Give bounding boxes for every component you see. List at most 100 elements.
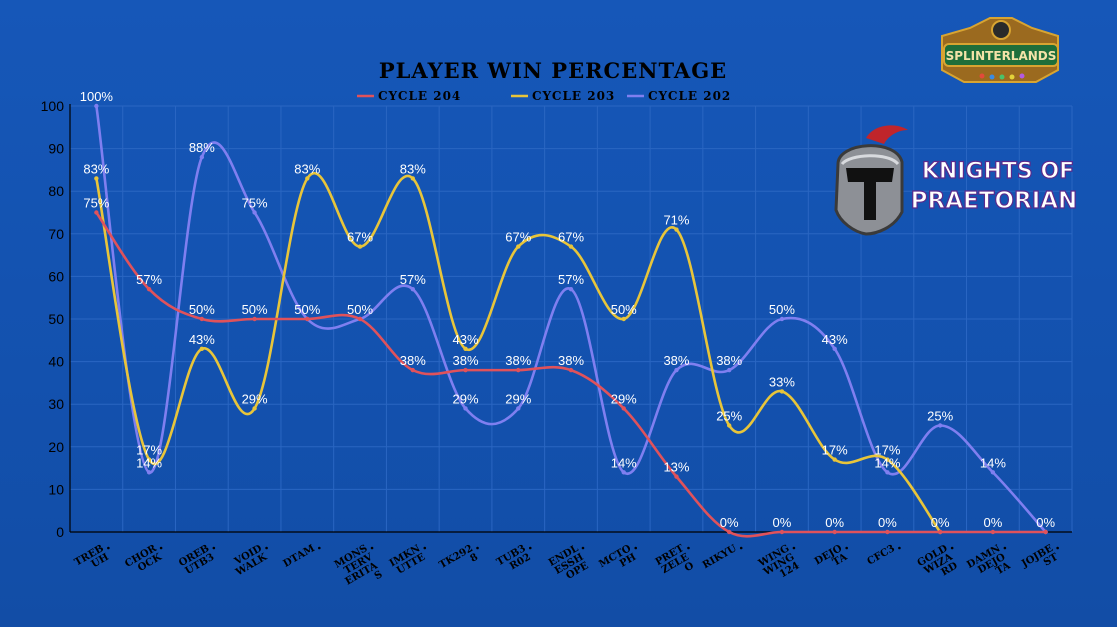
data-label: 57% (558, 272, 584, 287)
y-tick-label: 70 (48, 226, 64, 242)
data-label: 33% (769, 374, 795, 389)
data-label: 43% (822, 332, 848, 347)
x-tick-mark (845, 546, 848, 550)
data-point (516, 367, 521, 373)
x-tick-mark (1003, 546, 1007, 550)
data-point (146, 457, 152, 462)
data-point (199, 154, 205, 160)
y-tick-label: 50 (48, 311, 64, 327)
data-label: 29% (505, 391, 531, 406)
data-point (463, 367, 468, 373)
x-tick-mark (634, 546, 638, 550)
x-tick-mark (476, 546, 479, 550)
data-point (832, 457, 837, 462)
x-tick-label: DTAM (282, 543, 317, 570)
data-point (94, 210, 99, 215)
x-tick-mark (581, 546, 585, 550)
data-point (94, 103, 99, 109)
legend-entry: CYCLE 202 (648, 89, 731, 103)
data-point (937, 423, 943, 428)
data-label: 17% (822, 443, 848, 458)
data-point (410, 176, 415, 181)
data-label: 0% (773, 515, 792, 530)
data-label: 57% (400, 272, 426, 287)
data-point (937, 529, 943, 535)
data-point (410, 286, 415, 292)
data-point (516, 244, 521, 249)
data-label: 38% (558, 353, 584, 368)
data-labels: 75% 57% 50% 50% 50% 50% 38% 38% 38% 38% 29% 13% 0% 0%… (80, 89, 1056, 530)
data-label: 83% (294, 161, 320, 176)
series-line-cycle-203 (95, 172, 942, 533)
data-label: 14% (874, 455, 900, 470)
data-label: 0% (825, 515, 844, 530)
data-label: 29% (611, 391, 637, 406)
data-label: 67% (505, 230, 531, 245)
splinterlands-logo: SPLINTERLANDS (941, 17, 1059, 83)
legend-entry: CYCLE 203 (532, 89, 615, 103)
data-point (463, 346, 468, 352)
y-tick-label: 0 (56, 524, 64, 540)
x-tick-line: RIKYU (701, 543, 739, 571)
data-label: 38% (663, 353, 689, 368)
knights-logo-line2: PRAETORIAN (911, 188, 1078, 214)
x-tick-mark (1056, 546, 1059, 550)
data-point (568, 286, 574, 292)
series-lines (94, 103, 1048, 538)
data-point (305, 316, 310, 322)
x-tick-mark (159, 546, 163, 550)
data-label: 38% (716, 353, 742, 368)
splinterlands-logo-text: SPLINTERLANDS (946, 49, 1057, 63)
y-tick-label: 100 (41, 98, 65, 114)
data-point (832, 529, 837, 535)
data-point (727, 423, 732, 428)
data-point (621, 316, 626, 322)
x-tick-mark (318, 546, 321, 550)
y-tick-label: 90 (48, 141, 64, 157)
data-point (199, 346, 205, 352)
knights-logo-line1: KNIGHTS OF (922, 159, 1074, 184)
y-tick-label: 60 (48, 268, 64, 284)
data-point (94, 176, 99, 181)
data-label: 71% (663, 213, 689, 228)
data-label: 100% (80, 89, 114, 104)
data-label: 17% (874, 443, 900, 458)
data-label: 88% (189, 140, 215, 155)
data-label: 38% (453, 353, 479, 368)
x-tick-mark (423, 546, 427, 550)
data-label: 25% (927, 409, 953, 424)
data-point (621, 470, 626, 475)
x-tick-label: CFC3 (865, 543, 896, 568)
x-tick-mark (792, 546, 796, 550)
data-point (305, 176, 310, 181)
data-label: 43% (189, 332, 215, 347)
y-axis-ticks: 0 10 20 30 40 50 60 70 80 90 100 (41, 98, 65, 540)
data-point (779, 529, 785, 535)
y-tick-label: 10 (48, 481, 64, 497)
data-label: 67% (558, 230, 584, 245)
chart-title: PLAYER WIN PERCENTAGE (379, 58, 727, 83)
data-point (252, 316, 257, 322)
y-tick-label: 80 (48, 183, 64, 199)
data-point (568, 367, 574, 373)
x-tick-line: DTAM (282, 543, 317, 570)
data-label: 14% (136, 455, 162, 470)
data-point (199, 316, 205, 322)
data-point (146, 286, 152, 292)
legend: CYCLE 204 CYCLE 203 CYCLE 202 (357, 89, 731, 103)
data-point (463, 406, 468, 411)
data-point (568, 244, 574, 249)
data-point (727, 367, 732, 373)
